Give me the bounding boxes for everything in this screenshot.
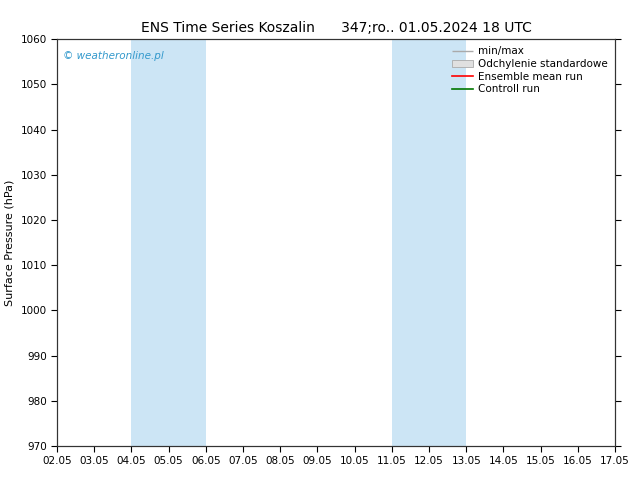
Text: © weatheronline.pl: © weatheronline.pl <box>63 51 164 61</box>
Bar <box>131 39 206 446</box>
Legend: min/max, Odchylenie standardowe, Ensemble mean run, Controll run: min/max, Odchylenie standardowe, Ensembl… <box>450 45 610 97</box>
Y-axis label: Surface Pressure (hPa): Surface Pressure (hPa) <box>5 179 15 306</box>
Bar <box>392 39 466 446</box>
Title: ENS Time Series Koszalin      347;ro.. 01.05.2024 18 UTC: ENS Time Series Koszalin 347;ro.. 01.05.… <box>141 21 531 35</box>
